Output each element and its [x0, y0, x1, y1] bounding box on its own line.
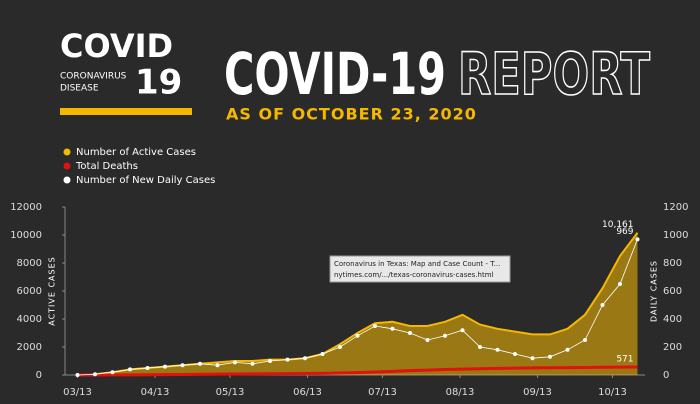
point [565, 347, 570, 352]
y-tick-label: 10000 [10, 230, 42, 241]
legend-label: Number of New Daily Cases [76, 175, 215, 186]
x-tick-label: 05/13 [216, 387, 245, 398]
value-label: 10,161 [602, 220, 634, 230]
legend-marker [63, 162, 71, 170]
logo-line: DISEASE [60, 84, 99, 94]
point [425, 338, 430, 342]
area [77, 232, 638, 375]
value-label: 571 [616, 355, 633, 365]
x-tick-label: 03/13 [63, 387, 92, 398]
y-tick-label: 2000 [17, 342, 42, 353]
point [373, 324, 377, 328]
title: COVID-19 [224, 40, 446, 108]
y2-tick-label: 400 [663, 314, 682, 325]
y2-tick-label: 1200 [663, 202, 688, 213]
point [355, 333, 360, 338]
line [77, 365, 638, 377]
point [285, 357, 290, 362]
logo-bar [60, 108, 192, 115]
x-tick-label: 04/13 [141, 387, 170, 398]
point [110, 370, 115, 375]
logo-number: 19 [135, 63, 182, 103]
legend-label: Number of Active Cases [76, 147, 196, 158]
point [530, 356, 535, 361]
x-tick-label: 06/13 [293, 387, 322, 398]
y-tick-label: 6000 [17, 286, 42, 297]
y2-tick-label: 200 [663, 342, 682, 353]
point [460, 328, 465, 333]
point [443, 333, 447, 338]
x-tick-label: 07/13 [368, 387, 397, 398]
subtitle: AS OF OCTOBER 23, 2020 [226, 105, 477, 124]
y2-tick-label: 0 [663, 370, 669, 381]
point [478, 345, 482, 349]
point [93, 372, 97, 377]
value-label: 969 [616, 227, 633, 237]
point [233, 360, 237, 365]
point [390, 326, 395, 331]
point [338, 345, 342, 349]
y-tick-label: 4000 [17, 314, 42, 325]
point [198, 361, 202, 366]
point [513, 352, 517, 356]
point [163, 364, 167, 369]
legend-marker [63, 148, 71, 156]
point [145, 366, 150, 370]
point [268, 359, 272, 363]
point [128, 367, 132, 372]
legend-label: Total Deaths [75, 161, 138, 172]
point [303, 356, 307, 361]
point [180, 363, 185, 368]
tooltip-box [329, 255, 511, 283]
logo-title: COVID [60, 27, 173, 65]
point [600, 303, 605, 307]
tooltip-title: Coronavirus in Texas: Map and Case Count… [334, 260, 500, 268]
point [320, 352, 325, 356]
point [75, 373, 80, 377]
tooltip-url: nytimes.com/.../texas-coronavirus-cases.… [334, 271, 494, 279]
title-outline: REPORT [458, 40, 650, 108]
legend-marker [63, 176, 71, 184]
point [583, 338, 587, 342]
x-tick-label: 09/13 [523, 387, 552, 398]
point [548, 354, 552, 359]
y-tick-label: 0 [36, 370, 42, 381]
logo-line: CORONAVIRUS [60, 72, 127, 82]
y-tick-label: 8000 [17, 258, 42, 269]
point [618, 282, 622, 286]
y2-tick-label: 600 [663, 286, 682, 297]
tooltip: Coronavirus in Texas: Map and Case Count… [329, 255, 511, 283]
y-axis-label: ACTIVE CASES [48, 256, 57, 326]
point [408, 331, 412, 335]
y2-tick-label: 800 [663, 258, 682, 269]
y2-axis-label: DAILY CASES [650, 260, 659, 322]
point [250, 361, 255, 366]
x-tick-label: 08/13 [446, 387, 475, 398]
x-tick-label: 10/13 [598, 387, 627, 398]
y-tick-label: 12000 [10, 202, 42, 213]
point [635, 237, 640, 242]
point [495, 347, 500, 352]
y2-tick-label: 1000 [663, 230, 688, 241]
point [215, 363, 220, 368]
